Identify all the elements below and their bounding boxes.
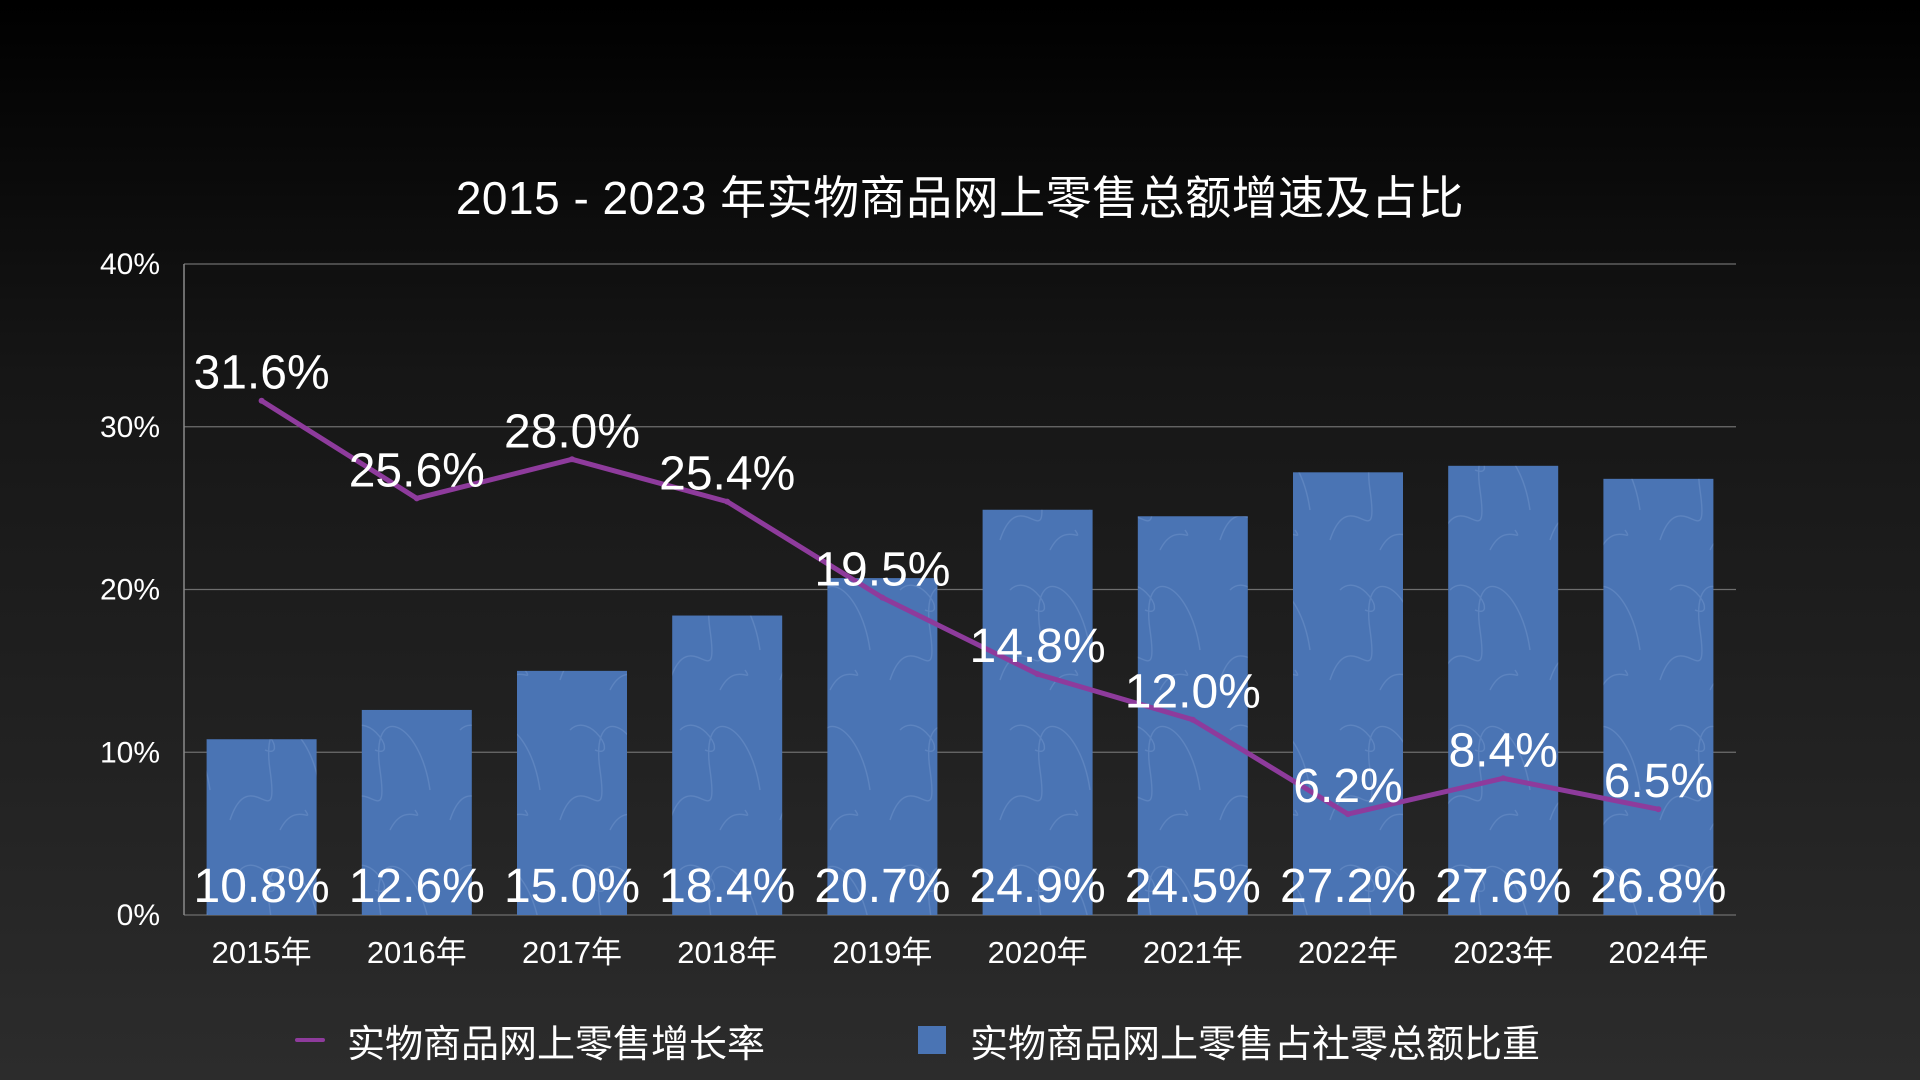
line-data-label: 14.8% [970, 620, 1106, 673]
line-point [1500, 775, 1507, 782]
axes: 0% 10% 20% 30% 40% 2015年 2016年 2017年 2018年 2019年 2… [100, 248, 1708, 970]
line-data-labels: 31.6% 25.6% 28.0% 25.4% 19.5% 14.8% 12.0% 6.2% 8… [194, 347, 1714, 813]
line-point [1345, 811, 1351, 818]
line-point [1034, 671, 1041, 678]
legend-item-share: 实物商品网上零售占社零总额比重 [918, 1015, 1541, 1066]
y-tick-label: 0% [117, 899, 160, 932]
x-tick-label: 2019年 [832, 935, 932, 970]
x-tick-label: 2022年 [1298, 935, 1398, 970]
line-data-label: 19.5% [814, 544, 950, 597]
bar-data-label: 18.4% [659, 860, 795, 913]
line-point [724, 498, 731, 505]
x-tick-label: 2017年 [522, 935, 622, 970]
legend-label-growth-rate: 实物商品网上零售增长率 [347, 1023, 766, 1066]
line-data-label: 8.4% [1448, 724, 1557, 777]
bar-data-label: 12.6% [349, 860, 485, 913]
x-tick-label: 2015年 [212, 935, 312, 970]
line-point [258, 397, 265, 404]
bar-data-label: 27.2% [1280, 860, 1416, 913]
x-tick-label: 2023年 [1453, 935, 1553, 970]
bar-data-label: 20.7% [814, 860, 950, 913]
x-tick-label: 2021年 [1143, 935, 1243, 970]
line-data-label: 12.0% [1125, 666, 1261, 719]
bar-series [206, 465, 1714, 915]
bar-data-label: 24.9% [970, 860, 1106, 913]
line-data-label: 28.0% [504, 405, 640, 458]
bar-data-label: 26.8% [1590, 860, 1726, 913]
x-tick-label: 2024年 [1608, 935, 1708, 970]
line-point [569, 456, 575, 463]
bar-texture [1293, 472, 1403, 915]
bar-data-label: 24.5% [1125, 860, 1261, 913]
line-data-label: 6.2% [1293, 760, 1402, 813]
line-point [413, 495, 420, 502]
x-tick-label: 2018年 [677, 935, 777, 970]
bar-data-label: 15.0% [504, 860, 640, 913]
bar-texture [517, 670, 627, 915]
line-data-label: 31.6% [194, 347, 330, 400]
bar-texture [206, 739, 317, 915]
bar-texture [1137, 516, 1248, 915]
x-tick-label: 2020年 [988, 935, 1088, 970]
line-point [1655, 806, 1662, 813]
y-tick-label: 10% [100, 736, 160, 769]
line-series [258, 397, 1662, 818]
legend-line-swatch [295, 1038, 325, 1042]
chart-title: 2015 - 2023 年实物商品网上零售总额增速及占比 [455, 172, 1465, 224]
growth-line [259, 398, 1661, 817]
legend-label-share: 实物商品网上零售占社零总额比重 [970, 1023, 1541, 1066]
x-tick-label: 2016年 [367, 935, 467, 970]
bar-texture [361, 709, 472, 915]
y-tick-label: 40% [100, 248, 160, 281]
bar-texture [672, 615, 783, 915]
bar-texture [827, 578, 938, 915]
legend-box-swatch [918, 1026, 946, 1054]
bar-texture [982, 509, 1093, 915]
line-point [1189, 716, 1196, 723]
line-data-label: 25.4% [659, 448, 795, 501]
line-data-label: 6.5% [1604, 755, 1713, 808]
bar-data-label: 10.8% [194, 860, 330, 913]
bar-texture [1603, 478, 1714, 915]
y-tick-label: 20% [100, 574, 160, 607]
bar-data-labels: 10.8% 12.6% 15.0% 18.4% 20.7% 24.9% 24.5% 27.2%… [194, 860, 1727, 913]
bar-texture [1448, 465, 1559, 915]
y-tick-label: 30% [100, 411, 160, 444]
line-data-label: 25.6% [349, 444, 485, 497]
line-point [879, 594, 886, 601]
legend-item-growth-rate: 实物商品网上零售增长率 [295, 1015, 766, 1066]
bar-data-label: 27.6% [1435, 860, 1571, 913]
